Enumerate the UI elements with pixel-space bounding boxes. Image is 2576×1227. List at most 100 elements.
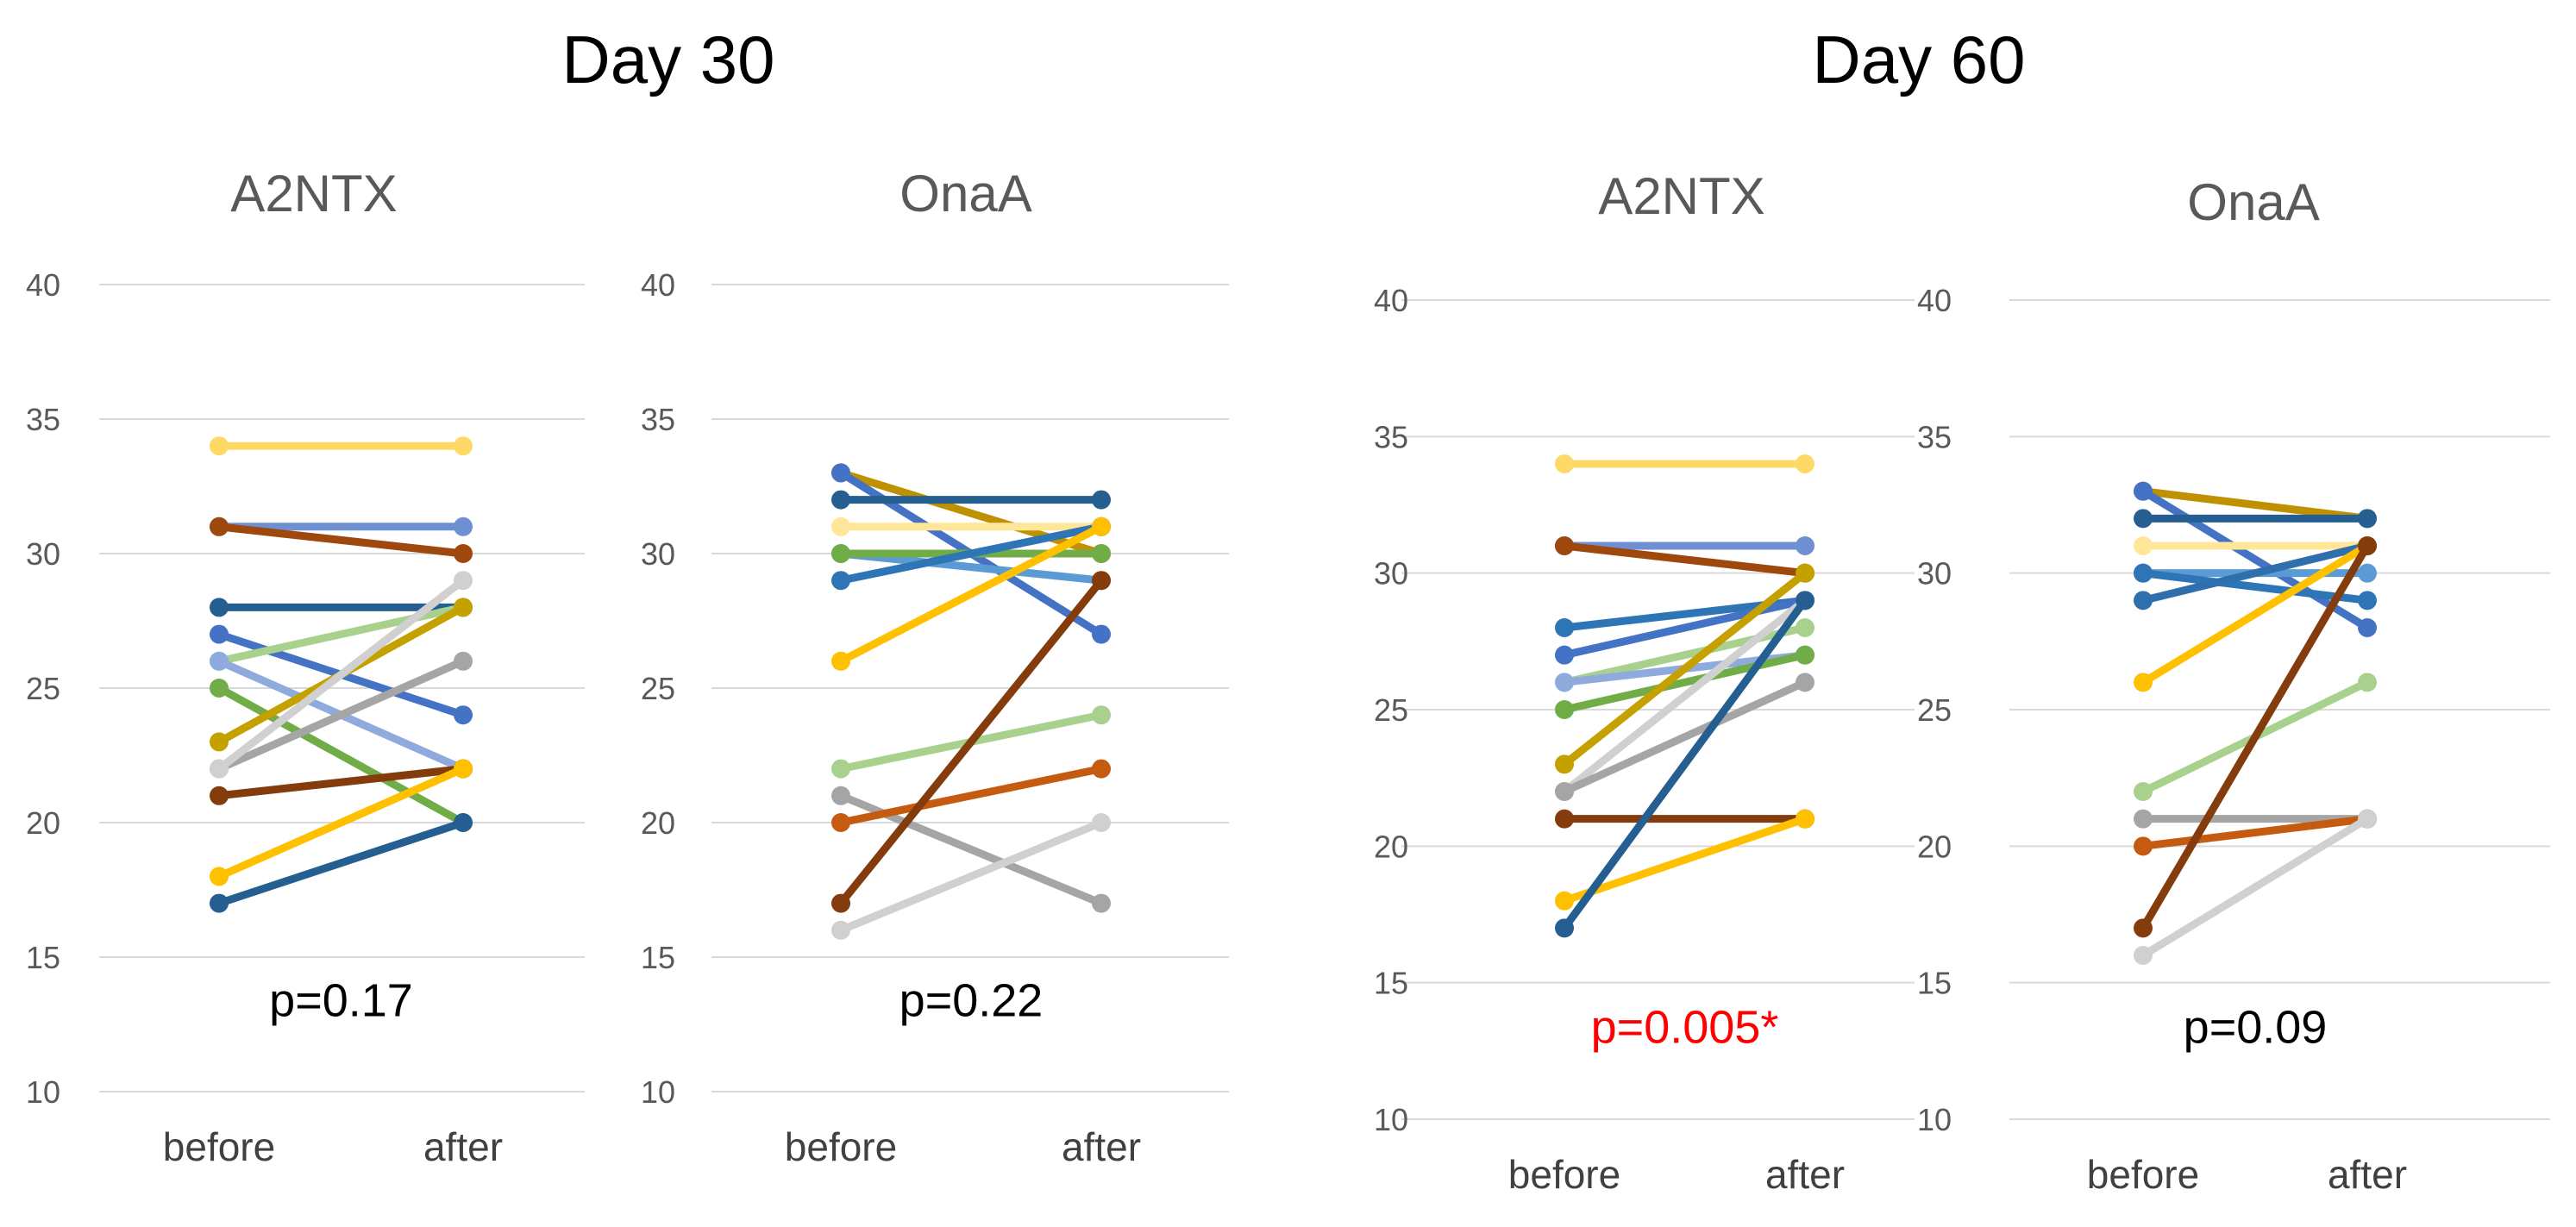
data-point-before (210, 436, 229, 456)
p-value-label: p=0.22 (899, 975, 1044, 1027)
data-point-before (831, 893, 850, 913)
data-point-before (1555, 673, 1574, 692)
data-point-before (2134, 918, 2153, 938)
data-point-after (454, 436, 473, 456)
data-point-after (454, 598, 473, 617)
p-value-label: p=0.17 (269, 975, 413, 1027)
series-line (215, 603, 467, 666)
data-point-before (831, 786, 850, 805)
series (2134, 563, 2377, 610)
data-point-after (1092, 516, 1111, 536)
series (831, 463, 1111, 563)
group-title-day60: Day 60 (1812, 22, 2025, 97)
y-tick-label: 35 (641, 402, 675, 437)
series (1555, 645, 1814, 719)
data-point-after (454, 571, 473, 591)
y-tick-label: 20 (641, 805, 675, 841)
y-tick-label: 10 (1374, 1102, 1408, 1137)
data-point-after (1092, 705, 1111, 725)
series-line (1560, 542, 1809, 578)
series (831, 571, 1111, 913)
y-tick-label: 30 (26, 536, 60, 572)
y-tick-label: 30 (1374, 556, 1408, 592)
series-line (1560, 815, 1809, 905)
data-point-before (210, 893, 229, 913)
data-point-after (454, 813, 473, 832)
series (831, 516, 1111, 671)
group-title-day30: Day 30 (561, 22, 774, 97)
data-point-before (2134, 946, 2153, 965)
series-line (215, 765, 467, 800)
y-tick-label: 30 (1917, 556, 1952, 592)
data-point-before (831, 544, 850, 563)
data-point-before (1555, 700, 1574, 719)
data-point-after (2358, 673, 2377, 692)
data-point-after (1796, 618, 1814, 637)
series (2134, 509, 2377, 529)
y-tick-label: 10 (641, 1074, 675, 1110)
y-tick-label: 35 (1917, 419, 1952, 454)
y-tick-label: 20 (26, 805, 60, 841)
series (2134, 536, 2377, 938)
series-line (1560, 651, 1809, 714)
y-tick-label: 40 (1374, 283, 1408, 318)
y-tick-label: 15 (1374, 966, 1408, 1001)
x-category-before: before (1508, 1152, 1620, 1197)
y-tick-label: 25 (26, 671, 60, 706)
series-line (2139, 815, 2372, 850)
panel-title: OnaA (2187, 173, 2319, 231)
x-category-before: before (163, 1124, 275, 1169)
y-tick-label: 35 (26, 402, 60, 437)
data-point-after (1092, 624, 1111, 644)
series-line (1560, 569, 1809, 768)
series (831, 786, 1111, 913)
data-point-before (831, 813, 850, 832)
data-point-after (454, 759, 473, 779)
data-point-before (831, 463, 850, 483)
data-point-after (454, 516, 473, 536)
series-line (2139, 542, 2372, 932)
series (1555, 563, 1814, 774)
data-point-after (1796, 673, 1814, 692)
series-line (215, 657, 467, 773)
series-line (1560, 596, 1809, 932)
data-point-before (831, 516, 850, 536)
panel-day60-a2ntx: A2NTX 10 15 20 25 30 35 40 p=0.005* before after (1374, 167, 1915, 1197)
data-point-after (1796, 454, 1814, 473)
series (1555, 673, 1814, 801)
series (831, 813, 1111, 940)
data-point-before (210, 624, 229, 644)
series (210, 571, 473, 779)
data-point-after (1092, 571, 1111, 591)
data-point-after (1796, 536, 1814, 555)
y-tick-label: 25 (1374, 692, 1408, 728)
data-point-before (1555, 536, 1574, 555)
series-line (2139, 542, 2372, 604)
x-category-before: before (785, 1124, 897, 1169)
p-value-label: p=0.09 (2184, 1001, 2328, 1053)
data-point-before (2134, 563, 2153, 583)
y-tick-label: 30 (641, 536, 675, 572)
series (1555, 809, 1814, 911)
data-point-after (1092, 813, 1111, 832)
series-line (837, 818, 1106, 935)
series (831, 759, 1111, 832)
data-point-after (454, 705, 473, 725)
x-category-after: after (423, 1124, 503, 1169)
data-point-before (1555, 782, 1574, 801)
data-point-before (2134, 836, 2153, 856)
data-point-before (1555, 891, 1574, 911)
data-point-before (1555, 918, 1574, 938)
series (210, 516, 473, 563)
data-point-before (2134, 782, 2153, 801)
data-point-after (1092, 893, 1111, 913)
data-point-before (831, 571, 850, 591)
data-point-before (1555, 618, 1574, 637)
y-tick-label: 15 (26, 940, 60, 975)
data-point-before (831, 759, 850, 779)
data-point-after (2358, 509, 2377, 529)
panel-title: OnaA (899, 165, 1031, 222)
y-tick-label: 25 (1917, 692, 1952, 728)
data-point-after (454, 544, 473, 563)
